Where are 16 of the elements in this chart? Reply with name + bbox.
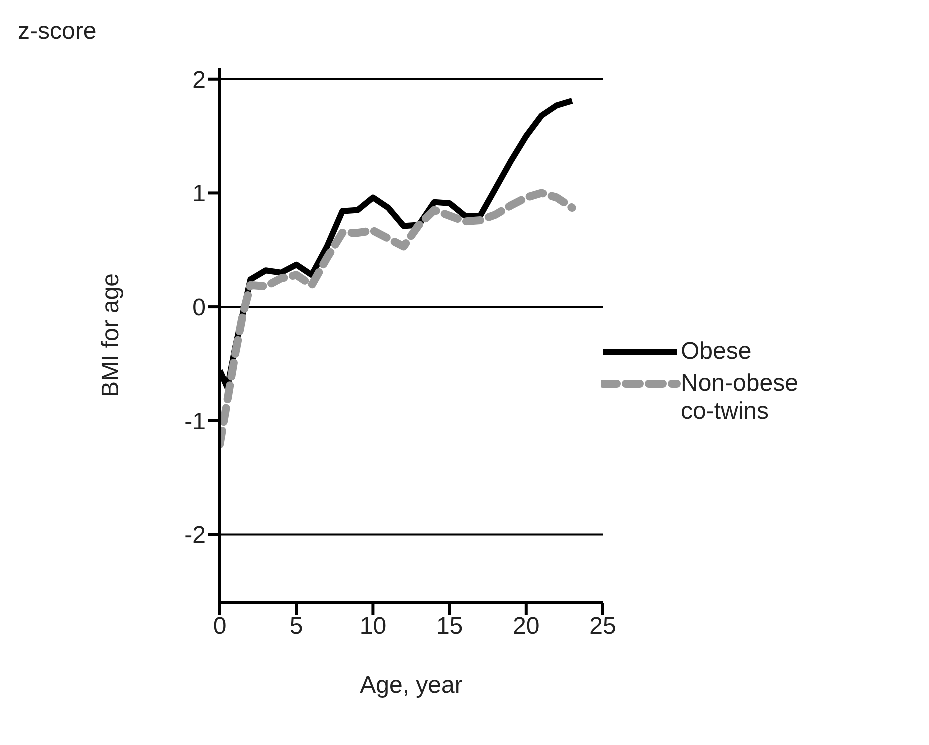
y-tick-label: -1: [184, 408, 206, 436]
y-tick-label: 0: [192, 294, 206, 322]
y-tick-label: 1: [192, 180, 206, 208]
y-tick-label: 2: [192, 66, 206, 94]
x-tick-label: 25: [590, 613, 616, 640]
text: z-score: [18, 18, 97, 46]
x-axis-title: Age, year: [360, 672, 463, 699]
x-tick-label: 5: [290, 613, 304, 640]
x-tick-label: 0: [213, 613, 227, 640]
y-tick-label: -2: [184, 522, 206, 550]
x-tick-label: 10: [360, 613, 387, 640]
y-axis-title: BMI for age: [98, 273, 125, 398]
legend-label: Obese: [681, 338, 753, 366]
x-tick-label: 20: [513, 613, 540, 640]
x-tick-label: 15: [436, 613, 464, 640]
legend-label: Non-obese co-twins: [681, 370, 800, 426]
